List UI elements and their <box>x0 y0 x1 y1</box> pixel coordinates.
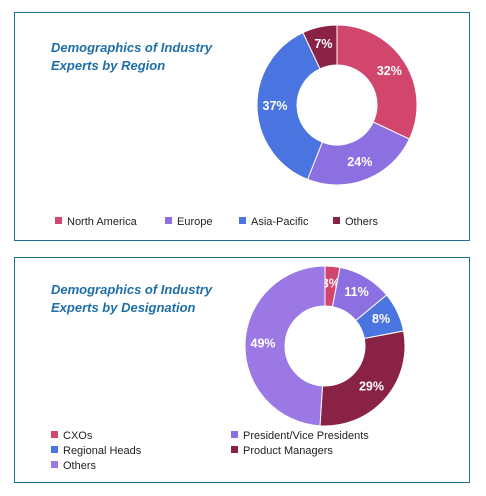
region-legend-item-europe: Europe <box>165 216 212 229</box>
region-label-europe: 24% <box>347 155 372 169</box>
region-legend-label: Asia-Pacific <box>251 216 309 228</box>
region-legend-swatch <box>55 217 62 224</box>
designation-chart-title-line-2: Experts by Designation <box>51 300 196 315</box>
designation-label-president-vice-presidents: 11% <box>344 285 368 299</box>
region-legend-swatch <box>165 217 172 224</box>
designation-legend-swatch <box>231 431 238 438</box>
region-chart-title-line-1: Demographics of Industry <box>51 40 213 55</box>
designation-slice-product-managers <box>319 330 406 427</box>
region-label-north-america: 32% <box>377 64 402 78</box>
region-donut-chart: 32% 24% 37% 7% <box>256 24 418 186</box>
designation-label-cxos: 3% <box>322 277 340 291</box>
designation-donut-chart: 3% 11% 8% 29% 49% <box>244 265 406 427</box>
designation-legend-swatch <box>51 431 58 438</box>
designation-legend-item-cxos: CXOs <box>51 430 92 443</box>
designation-label-others: 49% <box>251 336 276 350</box>
designation-chart-title-line-1: Demographics of Industry <box>51 282 213 297</box>
designation-legend-label: Others <box>63 460 97 472</box>
region-legend-item-others: Others <box>333 216 378 229</box>
region-slice-others <box>302 24 338 70</box>
designation-legend-item-president-vice-presidents: President/Vice Presidents <box>231 430 369 443</box>
region-legend-item-asia-pacific: Asia-Pacific <box>239 216 308 229</box>
designation-legend-label: Regional Heads <box>63 445 142 457</box>
region-legend-label: Others <box>345 216 379 228</box>
region-label-others: 7% <box>314 37 332 51</box>
designation-legend-swatch <box>231 446 238 453</box>
region-slice-north-america <box>336 24 418 140</box>
designation-legend-item-product-managers: Product Managers <box>231 445 333 458</box>
designation-chart-title: Demographics of Industry Experts by Desi… <box>51 281 231 317</box>
region-chart-title: Demographics of Industry Experts by Regi… <box>51 39 231 75</box>
designation-chart-panel: Demographics of Industry Experts by Desi… <box>14 257 470 483</box>
region-legend-item-north-america: North America <box>55 216 137 229</box>
region-legend-label: North America <box>67 216 137 228</box>
designation-legend-swatch <box>51 461 58 468</box>
region-legend-label: Europe <box>177 216 213 228</box>
region-legend-swatch <box>333 217 340 224</box>
designation-legend-item-regional-heads: Regional Heads <box>51 445 141 458</box>
region-chart-title-line-2: Experts by Region <box>51 58 166 73</box>
designation-legend-swatch <box>51 446 58 453</box>
designation-label-product-managers: 29% <box>359 379 384 393</box>
designation-legend-label: CXOs <box>63 430 93 442</box>
designation-legend-label: Product Managers <box>243 445 333 457</box>
region-legend-swatch <box>239 217 246 224</box>
region-slice-europe <box>306 121 411 186</box>
designation-label-regional-heads: 8% <box>372 312 390 326</box>
region-slice-asia-pacific <box>256 31 323 181</box>
designation-slice-others <box>244 265 326 427</box>
region-chart-panel: Demographics of Industry Experts by Regi… <box>14 12 470 241</box>
region-label-asia-pacific: 37% <box>263 99 288 113</box>
designation-legend-item-others: Others <box>51 460 96 473</box>
designation-legend-label: President/Vice Presidents <box>243 430 369 442</box>
